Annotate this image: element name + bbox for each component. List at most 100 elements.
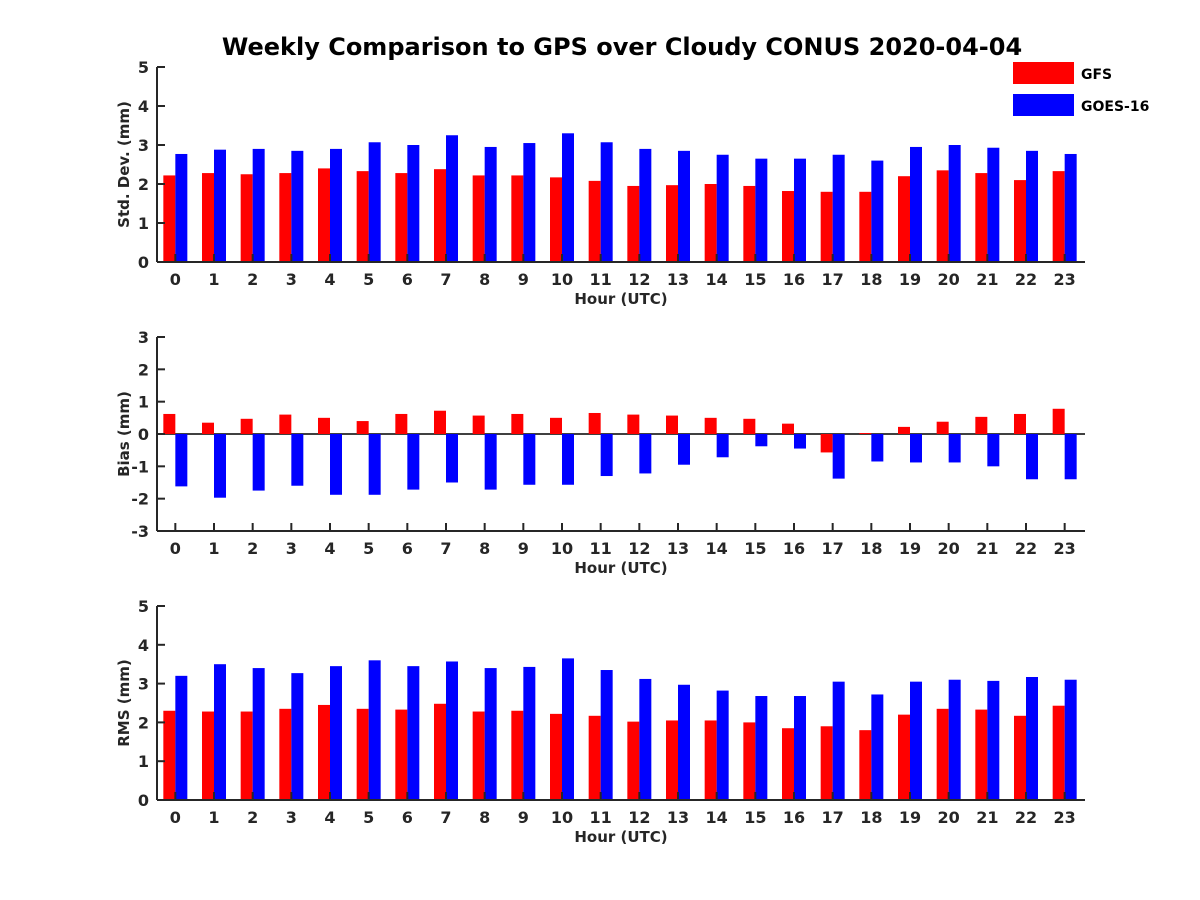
x-tick-label: 12	[628, 539, 650, 558]
bar	[1014, 413, 1026, 434]
bar	[523, 666, 536, 800]
x-tick-label: 4	[324, 270, 335, 289]
bar	[588, 180, 601, 262]
x-tick-label: 2	[247, 808, 258, 827]
bar	[163, 175, 176, 262]
bar	[562, 434, 574, 485]
bar	[240, 174, 253, 262]
bar	[948, 679, 961, 800]
y-tick-label: 5	[138, 597, 149, 616]
bar	[330, 434, 342, 495]
y-tick-label: -3	[131, 522, 149, 541]
bar	[627, 414, 640, 434]
bar	[550, 177, 562, 262]
x-tick-label: 3	[286, 808, 297, 827]
bar	[910, 146, 922, 262]
bar	[755, 696, 768, 800]
x-tick-label: 18	[860, 270, 882, 289]
bar	[898, 426, 910, 434]
series-gfs	[163, 703, 1065, 800]
bar	[240, 711, 253, 800]
x-tick-label: 19	[899, 808, 921, 827]
bar	[291, 434, 304, 486]
bar	[163, 710, 176, 800]
bar	[395, 173, 408, 262]
bar	[627, 721, 640, 800]
legend-swatch	[1013, 94, 1074, 116]
bar	[446, 661, 458, 800]
x-tick-label: 1	[208, 270, 219, 289]
bar	[318, 704, 330, 800]
series-gfs	[163, 408, 1065, 453]
bar	[407, 145, 420, 262]
bar	[794, 434, 806, 449]
x-tick-label: 4	[324, 539, 335, 558]
bar	[975, 173, 988, 262]
x-tick-label: 9	[518, 270, 529, 289]
bar	[407, 434, 420, 490]
x-tick-label: 8	[479, 808, 490, 827]
y-tick-label: 1	[138, 393, 149, 412]
bar	[859, 191, 872, 262]
legend-swatch	[1013, 62, 1074, 84]
bar	[330, 666, 342, 800]
x-tick-label: 1	[208, 539, 219, 558]
bar	[987, 434, 1000, 467]
x-tick-label: 10	[551, 270, 573, 289]
bar	[356, 171, 369, 262]
bar	[987, 680, 1000, 800]
x-tick-label: 20	[938, 808, 960, 827]
bar	[588, 715, 601, 800]
y-tick-label: -1	[131, 457, 149, 476]
bar	[975, 416, 988, 434]
x-tick-label: 17	[822, 539, 844, 558]
x-tick-label: 3	[286, 270, 297, 289]
bar	[898, 714, 910, 800]
series-goes-16	[175, 434, 1077, 498]
x-tick-label: 18	[860, 539, 882, 558]
x-tick-label: 0	[170, 539, 181, 558]
x-tick-label: 0	[170, 808, 181, 827]
x-tick-label: 14	[706, 539, 728, 558]
bar	[562, 133, 574, 262]
bar	[871, 434, 884, 462]
bar	[600, 434, 613, 477]
bar	[291, 150, 304, 262]
x-axis-label: Hour (UTC)	[574, 290, 667, 308]
bar	[704, 720, 717, 800]
bar	[214, 434, 226, 498]
bar	[975, 709, 988, 800]
bar	[782, 728, 794, 800]
bar	[1052, 705, 1065, 800]
bar	[600, 142, 613, 262]
bar	[948, 434, 961, 463]
bar	[987, 147, 1000, 262]
legend-label: GFS	[1081, 67, 1112, 83]
bar	[214, 664, 226, 800]
y-tick-label: 2	[138, 360, 149, 379]
bar	[240, 418, 253, 434]
bar	[1064, 434, 1077, 480]
bar	[639, 148, 652, 262]
x-tick-label: 15	[744, 539, 766, 558]
bar	[820, 191, 833, 262]
bar	[395, 709, 408, 800]
bar	[871, 160, 884, 262]
x-tick-label: 13	[667, 539, 689, 558]
bar	[252, 148, 265, 262]
x-tick-label: 18	[860, 808, 882, 827]
bar	[484, 434, 497, 490]
x-tick-label: 17	[822, 808, 844, 827]
bar	[434, 410, 446, 434]
x-tick-label: 21	[976, 808, 998, 827]
x-tick-label: 16	[783, 539, 805, 558]
x-tick-label: 6	[402, 808, 413, 827]
bar	[434, 169, 446, 262]
series-goes-16	[175, 133, 1077, 262]
bar	[523, 434, 536, 485]
series-goes-16	[175, 658, 1077, 800]
bar	[832, 154, 845, 262]
bar	[511, 175, 524, 262]
legend-label: GOES-16	[1081, 99, 1149, 115]
